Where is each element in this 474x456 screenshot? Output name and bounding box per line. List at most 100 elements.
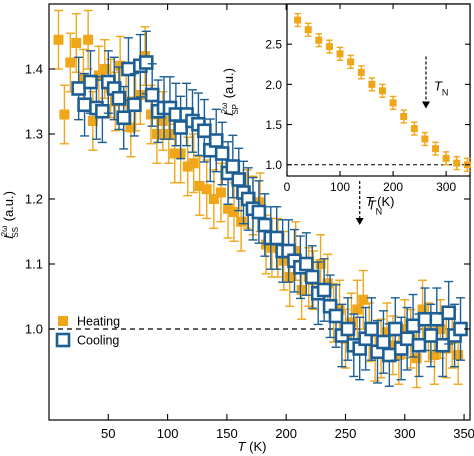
- main-plot-frame: [48, 3, 471, 421]
- heating-marker: [182, 161, 193, 172]
- cooling-point: [116, 85, 132, 150]
- cooling-marker: [411, 337, 427, 353]
- inset-point: [315, 33, 323, 48]
- inset-marker: [336, 50, 344, 58]
- inset-marker: [347, 58, 355, 66]
- cooling-marker: [111, 90, 127, 106]
- inset-marker: [357, 68, 365, 76]
- inset-plot-frame: [286, 3, 471, 177]
- cooling-marker: [116, 110, 132, 126]
- heating-point: [83, 9, 94, 70]
- legend-heating-marker: [58, 316, 68, 326]
- inset-point: [325, 39, 333, 54]
- inset-point: [400, 109, 408, 124]
- cooling-point: [453, 297, 468, 361]
- main-ytick-label: 1.1: [25, 257, 43, 272]
- inset-axis-titles: T (K) I2ω SP (a.u.): [220, 68, 394, 209]
- inset-point: [453, 156, 461, 171]
- inset-point: [294, 12, 302, 28]
- inset-point: [442, 151, 450, 166]
- heating-point: [59, 84, 70, 145]
- main-tn-label: TN: [368, 198, 382, 217]
- inset-y-axis-title: I2ω SP (a.u.): [220, 68, 240, 116]
- heating-marker: [194, 181, 205, 191]
- inset-point: [410, 121, 418, 136]
- inset-point: [389, 95, 397, 110]
- legend-cooling: Cooling: [55, 332, 119, 348]
- cooling-marker: [173, 120, 188, 135]
- cooling-marker: [435, 337, 451, 353]
- inset-marker: [304, 26, 312, 34]
- legend-heating-label: Heating: [77, 315, 120, 329]
- inset-marker: [294, 16, 302, 24]
- cooling-marker: [71, 81, 86, 96]
- inset-point: [347, 54, 355, 69]
- heating-marker: [65, 57, 76, 68]
- inset-xtick-label: 200: [383, 180, 403, 194]
- heating-point: [53, 9, 64, 70]
- cooling-marker: [208, 133, 224, 148]
- main-xtick-label: 150: [216, 426, 238, 441]
- inset-chart: TN 0 100 200 300 1.0 1.5 2.0 2.5 T (K) I2ω SP (a.…: [220, 3, 471, 209]
- cooling-marker: [269, 230, 284, 246]
- inset-marker: [315, 36, 323, 44]
- heating-marker: [387, 340, 398, 351]
- heating-marker: [435, 324, 446, 334]
- heating-marker: [229, 207, 240, 217]
- main-axis-titles: T (K) I2ω SS (a.u.): [0, 191, 266, 454]
- main-xtick-label: 300: [394, 426, 416, 441]
- main-xtick-label: 350: [453, 426, 474, 441]
- cooling-marker: [95, 103, 110, 119]
- inset-ytick-label: 1.0: [265, 158, 282, 172]
- cooling-marker: [197, 123, 212, 139]
- cooling-marker: [429, 311, 445, 327]
- cooling-marker: [417, 311, 433, 327]
- inset-xtick-label: 0: [284, 180, 291, 194]
- main-ytick-label: 1.2: [25, 192, 43, 207]
- heating-marker: [266, 242, 277, 253]
- heating-marker: [236, 216, 247, 227]
- heating-marker: [53, 34, 64, 45]
- legend: Heating Cooling: [55, 315, 120, 348]
- heating-marker: [163, 129, 174, 139]
- main-xtick-label: 200: [275, 426, 297, 441]
- inset-marker: [421, 135, 429, 143]
- cooling-marker: [77, 97, 92, 113]
- heating-marker: [188, 158, 199, 169]
- heating-marker: [296, 285, 307, 295]
- cooling-marker: [144, 87, 160, 103]
- main-ytick-label: 1.3: [25, 127, 43, 142]
- heating-marker: [99, 64, 110, 74]
- cooling-marker: [127, 97, 142, 113]
- heating-point: [194, 156, 205, 216]
- inset-x-axis-title: T (K): [366, 194, 395, 209]
- cooling-point: [225, 134, 241, 199]
- cooling-point: [127, 72, 142, 137]
- inset-ytick-label: 1.5: [265, 118, 282, 132]
- inset-background: [287, 4, 470, 176]
- cooling-marker: [304, 269, 320, 285]
- heating-marker: [87, 116, 98, 126]
- heating-marker: [169, 148, 180, 159]
- cooling-point: [208, 108, 224, 173]
- inset-xtick-label: 300: [436, 180, 456, 194]
- main-ytick-label: 1.0: [25, 322, 43, 337]
- heating-marker: [201, 184, 212, 195]
- heating-marker: [83, 34, 94, 45]
- inset-tn-arrow-head: [421, 101, 430, 109]
- heating-marker: [358, 294, 369, 305]
- inset-axes: [286, 3, 471, 177]
- legend-cooling-marker: [55, 332, 71, 348]
- heating-marker: [417, 304, 428, 315]
- heating-marker: [453, 350, 464, 360]
- main-xtick-label: 250: [335, 426, 357, 441]
- cooling-series: [71, 30, 468, 387]
- cooling-marker: [225, 159, 241, 174]
- cooling-marker: [299, 256, 314, 272]
- heating-marker: [157, 116, 168, 126]
- inset-point: [357, 65, 365, 80]
- inset-marker: [410, 125, 418, 133]
- inset-ytick-label: 2.5: [265, 38, 282, 52]
- heating-marker: [71, 38, 82, 48]
